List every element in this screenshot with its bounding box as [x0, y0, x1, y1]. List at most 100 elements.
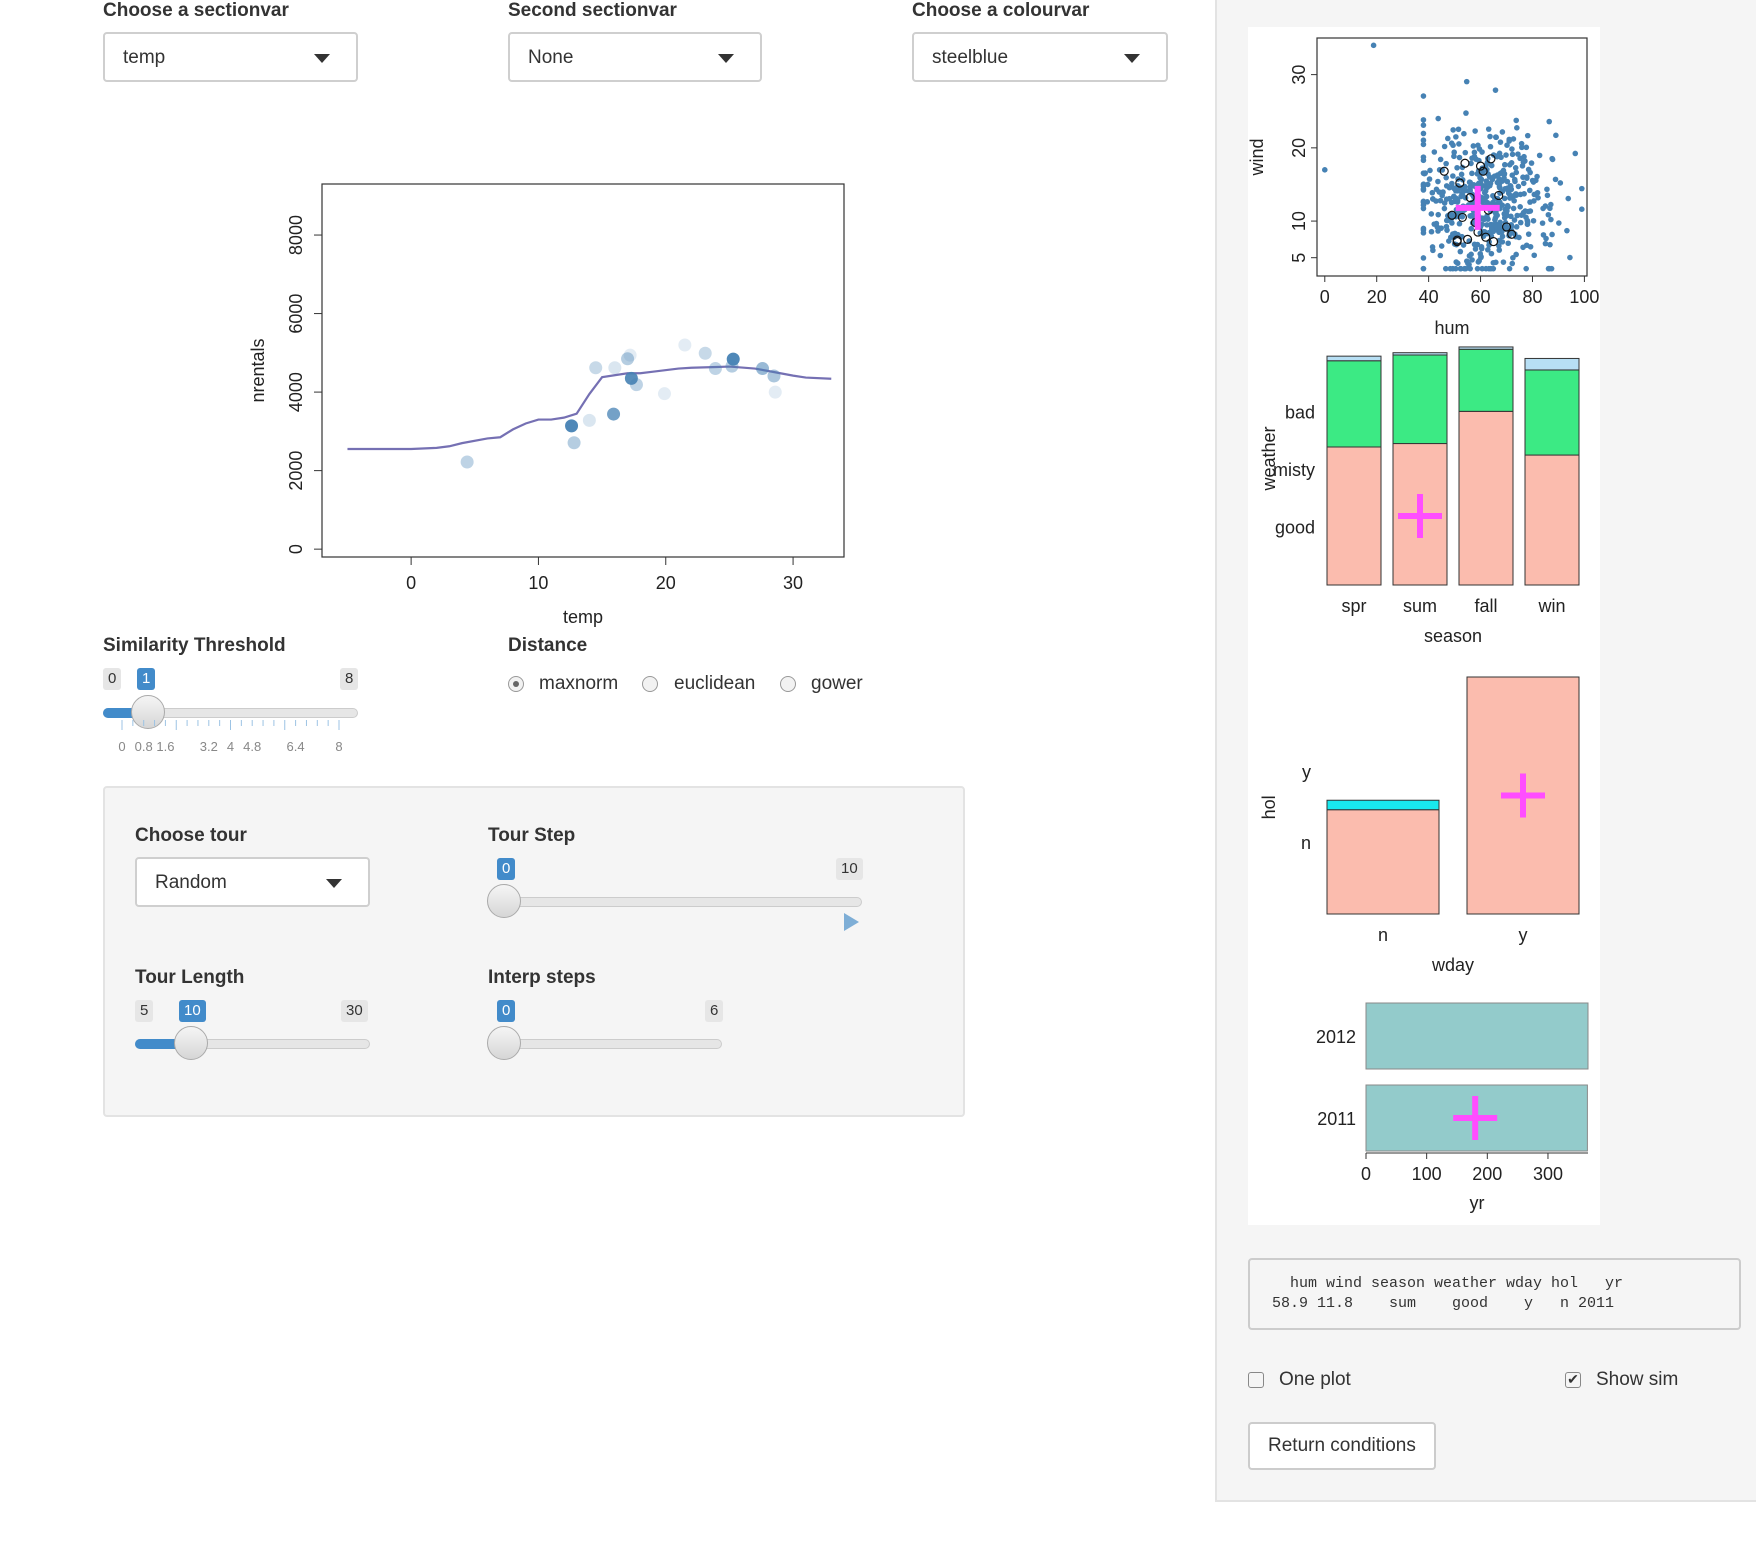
x-tick-label: 300 [1533, 1164, 1563, 1184]
scatter-point [1477, 250, 1484, 257]
slider-tick-label: 4.8 [243, 739, 261, 754]
chevron-down-icon [718, 54, 734, 63]
y-axis-label: weather [1259, 426, 1279, 491]
scatter-point [1490, 259, 1497, 266]
colour-select[interactable]: steelblue [912, 32, 1168, 82]
scatter-point [1496, 183, 1503, 190]
similar-point [1465, 193, 1475, 203]
tour-length-min-badge: 5 [135, 1000, 154, 1022]
scatter-point [1525, 166, 1532, 173]
scatter-point [1467, 183, 1474, 190]
similar-point [1481, 232, 1491, 242]
scatter-point [1433, 220, 1440, 227]
tour-step-track[interactable] [488, 897, 862, 907]
scatter-point [1463, 110, 1469, 116]
return-conditions-button[interactable]: Return conditions [1248, 1422, 1436, 1470]
scatter-point [1500, 259, 1507, 265]
scatter-point [1501, 161, 1508, 168]
interp-track[interactable] [488, 1039, 722, 1049]
scatter-point [1457, 248, 1464, 255]
scatter-point [1497, 139, 1504, 145]
scatter-point [1564, 227, 1570, 234]
scatter-point [1509, 172, 1516, 179]
scatter-point [1539, 220, 1546, 226]
scatter-point [1467, 213, 1474, 219]
show-sim-checkbox[interactable]: ✔ [1565, 1372, 1581, 1388]
data-point [629, 378, 643, 392]
scatter-point [1472, 128, 1478, 134]
scatter-point [1441, 200, 1448, 206]
scatter-point [1517, 219, 1524, 226]
slider-tick-label: 3.2 [200, 739, 218, 754]
scatter-point [1420, 198, 1427, 205]
data-point [582, 413, 596, 427]
scatter-point [1540, 205, 1546, 212]
radio-gower[interactable] [780, 676, 796, 692]
scatter-point [1466, 179, 1473, 186]
scatter-point [1437, 197, 1444, 204]
scatter-point [1513, 117, 1520, 124]
data-point [621, 352, 635, 366]
tour-length-handle[interactable] [174, 1026, 208, 1060]
section1-select[interactable]: temp [103, 32, 358, 82]
section2-select[interactable]: None [508, 32, 762, 82]
scatter-point [1458, 171, 1465, 178]
tour-select-value: Random [155, 872, 227, 893]
y-tick-label: 2000 [286, 451, 306, 491]
scatter-point [1546, 118, 1553, 125]
similarity-handle[interactable] [131, 695, 165, 729]
similar-point [1478, 166, 1488, 176]
scatter-point [1535, 195, 1541, 201]
scatter-point [1441, 205, 1448, 212]
one-plot-checkbox[interactable] [1248, 1372, 1264, 1388]
scatter-point [1556, 220, 1562, 226]
y-tick-label: 10 [1289, 211, 1309, 231]
similar-point [1494, 190, 1504, 201]
scatter-point [1446, 184, 1453, 191]
similar-point [1488, 236, 1499, 247]
similar-point [1501, 222, 1512, 232]
y-tick-label: 6000 [286, 294, 306, 334]
play-icon[interactable] [842, 912, 860, 932]
scatter-point [1459, 190, 1465, 197]
data-point [726, 352, 740, 366]
scatter-point [1420, 265, 1427, 272]
y-tick-label: 0 [286, 544, 306, 554]
x-tick-label: 30 [783, 573, 803, 593]
x-axis-label: temp [563, 607, 603, 627]
scatter-point [1504, 202, 1511, 209]
similar-point [1462, 234, 1473, 244]
radio-euclidean[interactable] [642, 676, 658, 692]
tour-step-value-badge: 0 [497, 858, 516, 880]
x-tick-label: y [1519, 925, 1528, 945]
scatter-point [1443, 174, 1449, 181]
radio-maxnorm[interactable] [508, 676, 524, 692]
scatter-point [1548, 201, 1554, 208]
interp-handle[interactable] [487, 1026, 521, 1060]
scatter-point [1471, 149, 1478, 156]
scatter-point [1523, 265, 1529, 272]
scatter-point [1496, 243, 1502, 249]
scatter-point [1437, 156, 1444, 163]
scatter-point [1492, 195, 1498, 202]
scatter-point [1501, 175, 1507, 181]
scatter-point [1499, 202, 1506, 209]
tour-select[interactable]: Random [135, 857, 370, 907]
section1-label: Choose a sectionvar [103, 0, 289, 21]
scatter-point [1474, 265, 1481, 272]
condition-plots: 0 20 40 60 80 100 5 10 20 30 hum wind spr sum fall win s… [1248, 27, 1600, 1225]
scatter-point [1420, 255, 1427, 261]
x-tick-label: 60 [1471, 287, 1491, 307]
x-tick-label: fall [1474, 596, 1497, 616]
y-axis-label: wind [1248, 138, 1267, 176]
tour-step-handle[interactable] [487, 884, 521, 918]
y-axis-label: nrentals [248, 338, 268, 402]
tour-step-label: Tour Step [488, 825, 576, 846]
scatter-point [1455, 126, 1462, 133]
scatter-point [1542, 240, 1549, 247]
tour-panel [103, 786, 965, 1117]
scatter-point [1526, 187, 1533, 194]
scatter-point [1461, 265, 1468, 272]
scatter-point [1496, 176, 1502, 182]
chevron-down-icon [314, 54, 330, 63]
